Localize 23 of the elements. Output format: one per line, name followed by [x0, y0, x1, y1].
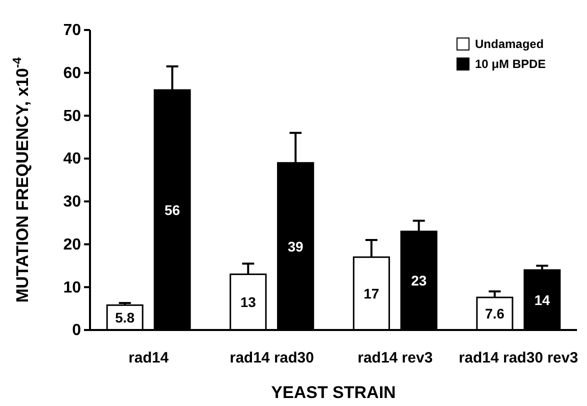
- y-tick-label: 50: [63, 108, 82, 125]
- data-label: 13: [240, 294, 256, 310]
- y-tick-label: 0: [72, 322, 82, 340]
- data-label: 14: [534, 292, 550, 308]
- legend-label: Undamaged: [475, 37, 544, 52]
- data-label: 56: [164, 202, 180, 218]
- x-tick-label: rad14 rev3: [358, 350, 433, 367]
- y-tick-label: 70: [63, 22, 82, 40]
- data-label: 17: [364, 285, 380, 302]
- y-tick-label: 60: [63, 64, 82, 82]
- x-tick-label: rad14 rad30 rev3: [458, 350, 578, 367]
- y-tick-label: 20: [63, 236, 82, 254]
- y-tick-label: 10: [63, 279, 82, 296]
- x-axis-title: YEAST STRAIN: [271, 383, 396, 402]
- y-tick-label: 30: [63, 194, 82, 211]
- data-label: 23: [411, 272, 427, 289]
- y-tick-label: 40: [63, 150, 82, 168]
- data-label: 39: [288, 238, 304, 254]
- legend-label: 10 μM BPDE: [475, 57, 546, 72]
- data-label: 5.8: [115, 309, 135, 326]
- x-tick-label: rad14 rad30: [230, 350, 314, 367]
- x-tick-label: rad14: [128, 350, 170, 367]
- data-label: 7.6: [484, 306, 505, 322]
